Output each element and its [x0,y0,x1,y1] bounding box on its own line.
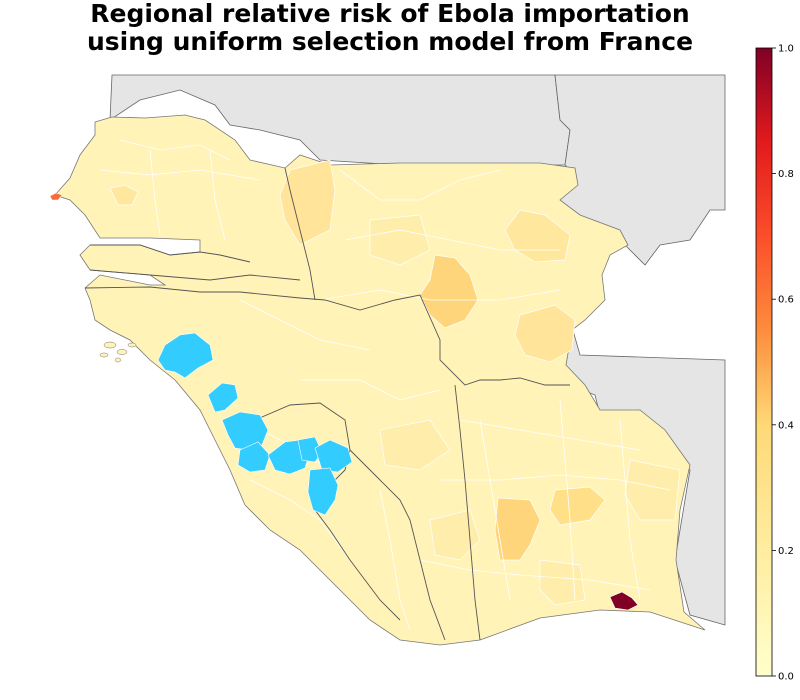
colorbar-tick-label: 0.2 [778,546,794,557]
risk-regions [109,159,681,606]
map-title: Regional relative risk of Ebola importat… [0,0,780,56]
title-line-2: using uniform selection model from Franc… [86,27,694,56]
colorbar-tick-label: 0.4 [778,420,794,431]
colorbar-tick-label: 1.0 [778,44,794,55]
title-line-1: Regional relative risk of Ebola importat… [90,0,690,28]
choropleth-map [49,74,726,646]
region-borders [99,139,671,631]
dakar-region [49,192,63,201]
colorbar-gradient [755,47,773,677]
colorbar-ticks: 0.0 0.2 0.4 0.6 0.8 1.0 [772,44,794,683]
highest-risk-region [609,591,639,611]
study-area [49,114,706,646]
colorbar-tick-label: 0.6 [778,295,794,306]
colorbar-tick-label: 0.0 [778,672,794,683]
colorbar-tick-label: 0.8 [778,169,794,180]
ebola-affected-regions [157,332,353,516]
coastal-islands [99,341,137,363]
neighbouring-countries [109,74,726,626]
